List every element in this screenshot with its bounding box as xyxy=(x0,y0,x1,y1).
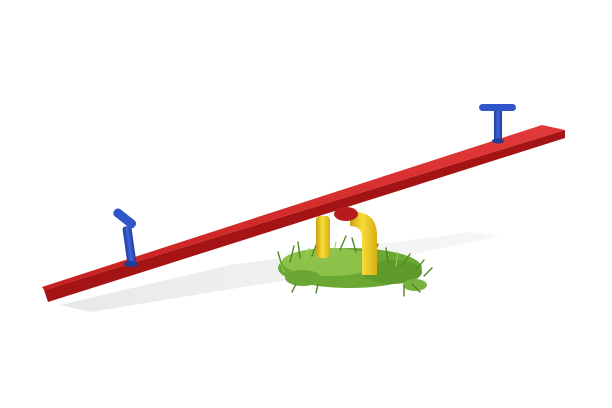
plank-top xyxy=(42,125,565,290)
right-handle xyxy=(479,104,516,144)
grass-patch xyxy=(277,235,433,297)
yellow-support xyxy=(316,211,377,275)
plank xyxy=(44,130,565,302)
pivot-hub xyxy=(334,207,358,221)
left-handle xyxy=(113,208,138,267)
